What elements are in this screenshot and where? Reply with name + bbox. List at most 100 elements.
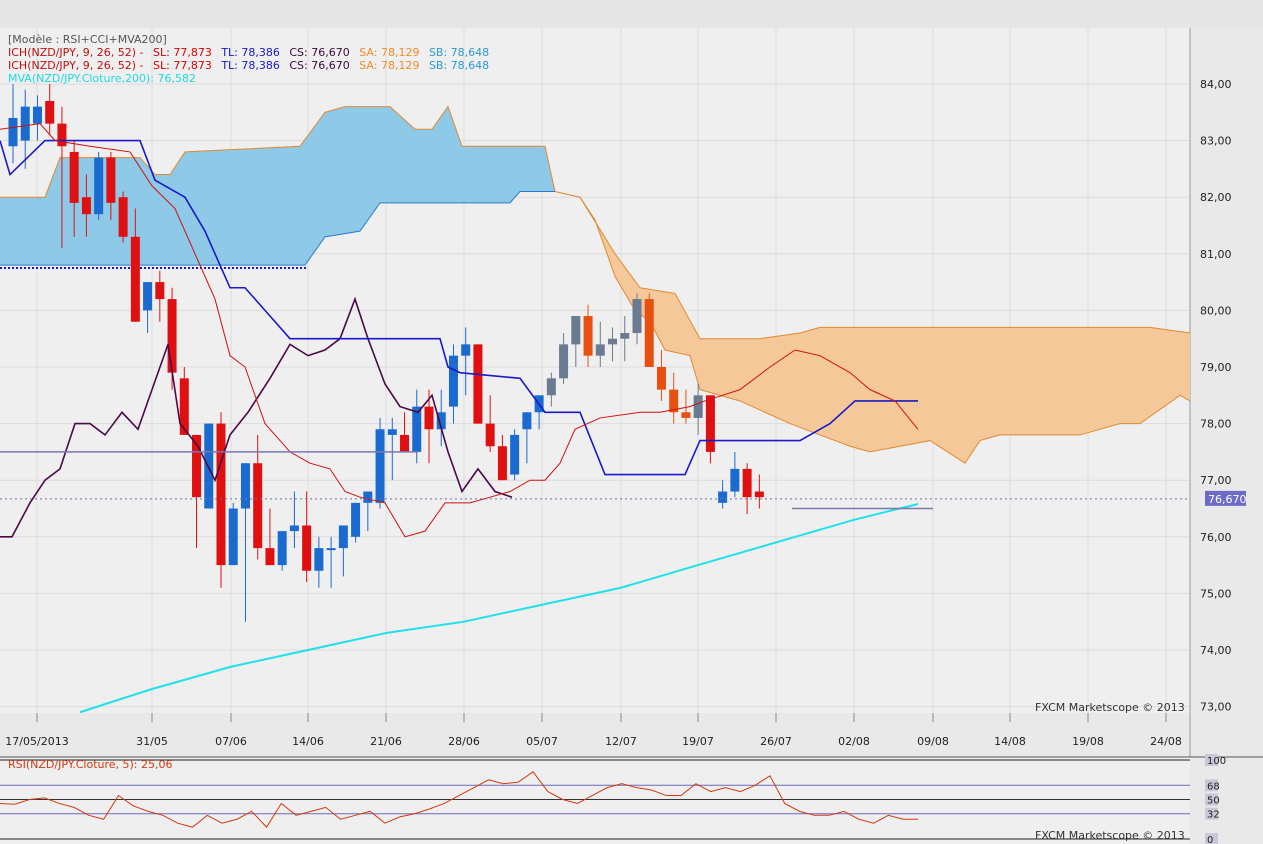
candle-body (497, 446, 507, 481)
ichimoku-legend-2: ICH(NZD/JPY, 9, 26, 52) - SL: 77,873 TL:… (8, 59, 490, 72)
x-tick-label: 31/05 (136, 735, 168, 748)
candle-body (742, 468, 752, 498)
candle-body (314, 548, 324, 571)
watermark-rsi: FXCM Marketscope © 2013 (1035, 829, 1185, 842)
candle-body (155, 282, 165, 300)
candle-body (559, 344, 569, 379)
y-tick-label: 84,00 (1200, 78, 1232, 91)
senkou-span-a (0, 105, 1191, 340)
watermark-main: FXCM Marketscope © 2013 (1035, 701, 1185, 714)
y-tick-label: 78,00 (1200, 418, 1232, 431)
candle-body (448, 355, 458, 407)
x-tick-label: 07/06 (215, 735, 247, 748)
candle-body (240, 463, 250, 509)
candle-body (265, 548, 275, 566)
y-tick-label: 77,00 (1200, 474, 1232, 487)
chikou-span (0, 296, 513, 538)
candle-body (461, 344, 471, 356)
x-tick-label: 14/08 (994, 735, 1026, 748)
candle-body (705, 395, 715, 452)
rsi-level-box (1205, 754, 1218, 766)
candle-body (20, 106, 30, 141)
candle-body (326, 548, 336, 551)
candle-body (277, 531, 287, 566)
y-tick-label: 81,00 (1200, 248, 1232, 261)
candle-body (693, 395, 703, 418)
candle-body (620, 333, 630, 339)
x-tick-label: 28/06 (448, 735, 480, 748)
rsi-tick-label: 100 (1207, 756, 1226, 767)
candle-body (118, 197, 128, 237)
candle-body (192, 434, 202, 498)
candle-body (730, 468, 740, 492)
candle-body (583, 316, 593, 356)
y-tick-label: 74,00 (1200, 644, 1232, 657)
candle-body (522, 412, 532, 430)
chart-legend: [Modèle : RSI+CCI+MVA200] ICH(NZD/JPY, 9… (8, 33, 489, 85)
candle-body (8, 117, 18, 147)
candle-body (608, 338, 618, 345)
candle-body (485, 423, 495, 447)
candle-body (375, 429, 385, 503)
model-title: [Modèle : RSI+CCI+MVA200] (8, 33, 167, 46)
candle-body (130, 236, 140, 322)
candle-body (400, 434, 410, 452)
candle-body (302, 525, 312, 571)
candle-body (436, 412, 446, 430)
x-tick-label: 26/07 (760, 735, 792, 748)
kumo-bullish (0, 106, 555, 266)
candle-body (473, 344, 483, 424)
candle-body (656, 367, 666, 390)
last-price-label: 76,670 (1208, 493, 1247, 506)
candle-body (167, 299, 177, 373)
rsi-level-box (1205, 807, 1218, 820)
kijun-sen (0, 139, 918, 476)
candle-body (45, 100, 55, 124)
candle-body (718, 491, 728, 503)
x-axis-area (0, 713, 1190, 757)
x-tick-label: 17/05/2013 (5, 735, 68, 748)
candle-body (81, 197, 91, 215)
x-tick-label: 05/07 (526, 735, 558, 748)
x-tick-label: 14/06 (292, 735, 324, 748)
rsi-tick-label: 50 (1207, 796, 1220, 807)
x-tick-label: 19/07 (682, 735, 714, 748)
last-price-box (1205, 490, 1246, 506)
candle-body (595, 344, 605, 356)
rsi-area (0, 757, 1190, 844)
candle-body (387, 429, 397, 435)
rsi-level-box (1205, 793, 1218, 806)
candle-body (363, 491, 373, 503)
candle-body (412, 406, 422, 452)
candle-body (669, 389, 679, 413)
candle-body (289, 525, 299, 532)
x-tick-label: 02/08 (838, 735, 870, 748)
ichimoku-legend-1: ICH(NZD/JPY, 9, 26, 52) - SL: 77,873 TL:… (8, 46, 490, 59)
y-tick-label: 82,00 (1200, 191, 1232, 204)
y-tick-label: 73,00 (1200, 701, 1232, 714)
candle-body (510, 434, 520, 475)
candle-body (94, 157, 104, 215)
candle-body (216, 423, 226, 566)
candle-body (351, 502, 361, 537)
candle-body (179, 378, 189, 435)
y-axis-area (1190, 28, 1263, 757)
y-tick-label: 79,00 (1200, 361, 1232, 374)
candle-body (253, 463, 263, 549)
candle-body (424, 406, 434, 430)
rsi-level-box (1205, 779, 1218, 792)
y-tick-label: 80,00 (1200, 304, 1232, 317)
rsi-line (0, 771, 918, 828)
candle-body (143, 282, 153, 311)
x-tick-label: 21/06 (370, 735, 402, 748)
x-tick-label: 09/08 (917, 735, 949, 748)
y-tick-label: 75,00 (1200, 587, 1232, 600)
rsi-level-box (1205, 833, 1218, 844)
mva200-line (79, 503, 919, 714)
top-strip (0, 0, 1263, 28)
candle-body (754, 491, 764, 498)
y-tick-label: 83,00 (1200, 135, 1232, 148)
candle-body (57, 123, 67, 147)
